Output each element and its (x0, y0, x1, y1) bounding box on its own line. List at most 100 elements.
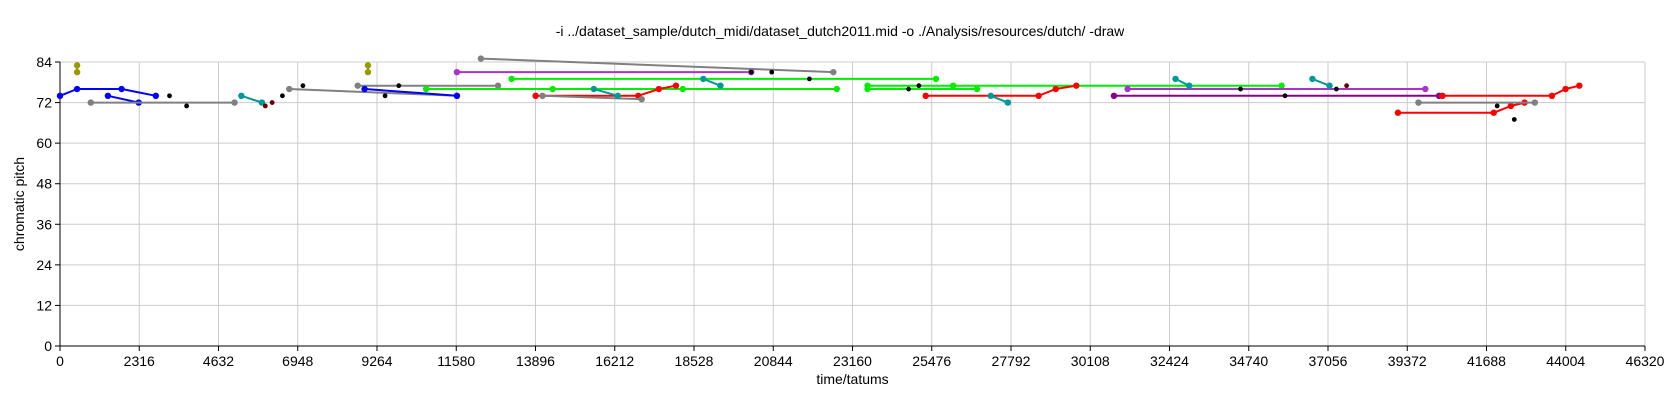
series-line (364, 88, 457, 97)
data-dot (300, 83, 306, 89)
x-tick-label: 46320 (1626, 353, 1665, 369)
data-point (1326, 82, 1333, 89)
data-point (1172, 75, 1179, 83)
data-point (477, 55, 485, 62)
series-layer (56, 55, 1583, 116)
series-line (535, 84, 677, 97)
data-dot (396, 83, 402, 89)
data-point (830, 68, 837, 76)
data-point (1052, 85, 1059, 93)
data-point (638, 95, 645, 103)
x-tick-label: 23160 (833, 353, 872, 369)
data-dot (184, 103, 190, 109)
data-point (1490, 109, 1497, 116)
x-tick-label: 27792 (992, 353, 1031, 369)
data-point (453, 92, 461, 100)
data-dot (916, 83, 922, 89)
data-point (1562, 85, 1569, 93)
data-point (833, 85, 840, 93)
axes (55, 61, 1646, 351)
x-tick-label: 20844 (754, 353, 793, 369)
series-line (593, 88, 619, 97)
data-point (1531, 99, 1539, 106)
data-point (949, 82, 957, 89)
data-dot (1333, 86, 1339, 92)
data-point (1004, 99, 1012, 106)
data-point (1439, 92, 1446, 100)
data-point (73, 62, 81, 69)
y-tick-label: 72 (36, 95, 52, 111)
data-dot (769, 69, 775, 75)
data-point (494, 82, 502, 89)
series-line (1442, 84, 1580, 97)
data-dot (1238, 86, 1243, 92)
dots-layer (167, 69, 1517, 122)
data-dot (167, 93, 172, 99)
data-point (672, 82, 680, 89)
data-point (614, 92, 621, 100)
y-tick-label: 24 (36, 257, 52, 273)
series-line (480, 57, 834, 74)
data-dot (1282, 93, 1288, 99)
y-tick-label: 0 (44, 338, 52, 354)
series-line (925, 84, 1077, 97)
data-point (922, 92, 929, 100)
y-tick-label: 84 (36, 54, 52, 70)
data-point (1507, 102, 1515, 110)
tick-labels: 0 2316 4632 6948 9264 11580 13896 16212 18528 208… (36, 54, 1664, 369)
y-tick-label: 48 (36, 176, 52, 192)
x-tick-label: 41688 (1467, 353, 1506, 369)
data-point (1110, 92, 1118, 100)
x-axis-label: time/tatums (816, 371, 888, 387)
data-point (1548, 92, 1556, 100)
y-tick-label: 12 (36, 297, 52, 313)
data-point (364, 68, 372, 76)
data-point (1073, 82, 1080, 89)
data-point (973, 85, 981, 93)
x-tick-label: 11580 (437, 353, 475, 369)
x-tick-label: 6948 (282, 353, 313, 369)
data-point (152, 92, 160, 100)
data-point (73, 68, 81, 76)
data-point (549, 85, 556, 93)
x-tick-label: 16212 (595, 353, 634, 369)
data-point (1035, 92, 1042, 100)
data-point (1576, 82, 1583, 89)
data-point (1186, 82, 1193, 89)
x-tick-label: 18528 (675, 353, 714, 369)
data-point (1422, 85, 1429, 93)
data-point (258, 99, 266, 106)
x-tick-label: 34740 (1229, 353, 1268, 369)
series-line (107, 94, 139, 104)
data-point (354, 82, 361, 89)
grid-lines (59, 61, 1646, 347)
data-dot (280, 93, 285, 99)
x-tick-label: 0 (56, 353, 64, 369)
y-tick-label: 36 (36, 216, 52, 232)
data-point (717, 82, 724, 89)
x-tick-label: 25476 (912, 353, 951, 369)
data-point (1415, 99, 1422, 106)
y-tick-label: 60 (36, 135, 52, 151)
data-dot (906, 86, 912, 92)
data-point (238, 92, 245, 100)
x-tick-label: 39372 (1388, 353, 1427, 369)
data-point (1309, 75, 1316, 83)
data-point (1124, 85, 1131, 93)
data-point (104, 92, 112, 100)
data-point (700, 75, 707, 83)
data-point (118, 85, 125, 93)
data-point (987, 92, 994, 100)
data-point (422, 85, 430, 93)
data-dot (269, 100, 275, 105)
data-point (1394, 109, 1402, 116)
data-point (508, 75, 515, 83)
series-line (59, 88, 156, 97)
data-point (864, 85, 871, 93)
series-line (542, 94, 642, 101)
data-point (1278, 82, 1285, 89)
x-tick-label: 32424 (1150, 353, 1189, 369)
data-point (932, 75, 940, 83)
data-dot (748, 69, 754, 75)
data-dot (806, 76, 812, 82)
